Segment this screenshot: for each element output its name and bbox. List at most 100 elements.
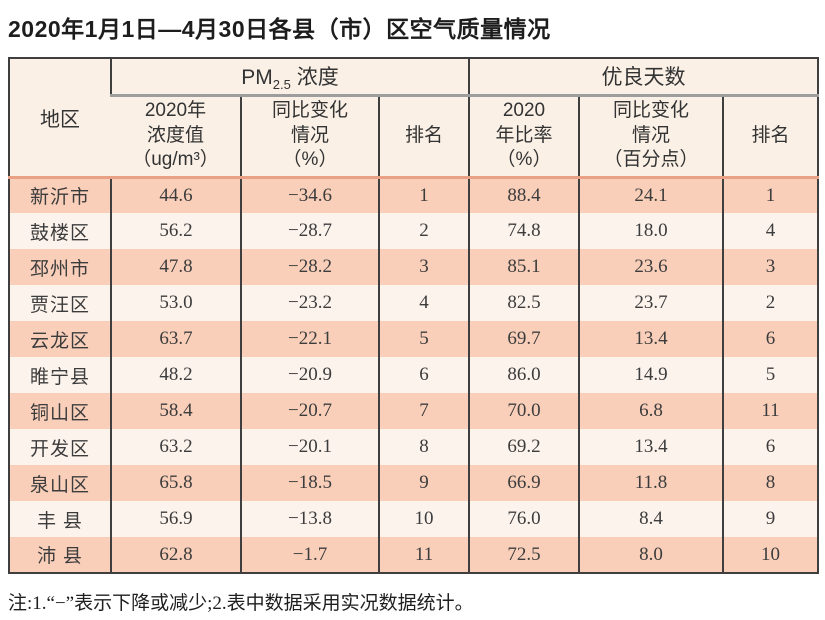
cell-good-rate: 69.7 [468, 321, 579, 357]
cell-good-change: 14.9 [578, 357, 723, 393]
cell-pm-rank: 6 [378, 357, 469, 393]
header-group-good-days: 优良天数 [467, 58, 819, 97]
cell-pm-rank: 9 [378, 465, 469, 501]
cell-good-rate: 88.4 [468, 177, 579, 213]
table-header: 地区 PM2.5 浓度 优良天数 2020年 浓度值 （ug/m³） 同比变化 … [9, 58, 819, 179]
table-row: 沛 县 62.8 −1.7 11 72.5 8.0 10 [9, 537, 819, 573]
cell-good-rank: 1 [721, 177, 819, 213]
header-row-groups: 地区 PM2.5 浓度 优良天数 [9, 58, 819, 179]
cell-pm-change: −22.1 [240, 321, 379, 357]
table-row: 丰 县 56.9 −13.8 10 76.0 8.4 9 [9, 501, 819, 537]
table-body: 新沂市 44.6 −34.6 1 88.4 24.1 1 鼓楼区 56.2 −2… [9, 177, 819, 573]
cell-good-rate: 69.2 [468, 429, 579, 465]
cell-pm-rank: 8 [378, 429, 469, 465]
cell-good-rank: 5 [721, 357, 819, 393]
cell-good-rate: 70.0 [468, 393, 579, 429]
cell-pm-rank: 1 [378, 177, 469, 213]
cell-good-change: 24.1 [578, 177, 723, 213]
cell-pm-value: 65.8 [110, 465, 241, 501]
cell-good-rank: 6 [721, 429, 819, 465]
cell-good-change: 8.4 [578, 501, 723, 537]
cell-pm-change: −13.8 [240, 501, 379, 537]
cell-good-rank: 10 [721, 537, 819, 573]
table-row: 睢宁县 48.2 −20.9 6 86.0 14.9 5 [9, 357, 819, 393]
table-row: 铜山区 58.4 −20.7 7 70.0 6.8 11 [9, 393, 819, 429]
cell-good-rank: 4 [721, 213, 819, 249]
cell-region: 云龙区 [29, 330, 90, 352]
table-row: 邳州市 47.8 −28.2 3 85.1 23.6 3 [9, 249, 819, 285]
cell-good-rate: 74.8 [468, 213, 579, 249]
header-good-rate: 2020 年比率 （%） [468, 95, 579, 179]
header-pm-change: 同比变化 情况 （%） [240, 95, 379, 179]
cell-pm-value: 63.7 [110, 321, 241, 357]
header-pm-value: 2020年 浓度值 （ug/m³） [111, 95, 241, 179]
cell-good-change: 11.8 [578, 465, 723, 501]
pm25-label-rest: 浓度 [290, 65, 339, 89]
cell-good-rate: 72.5 [468, 537, 579, 573]
cell-pm-change: −18.5 [240, 465, 379, 501]
cell-region: 沛 县 [37, 546, 83, 567]
cell-pm-rank: 2 [378, 213, 469, 249]
cell-pm-rank: 7 [378, 393, 469, 429]
cell-good-rate: 85.1 [468, 249, 579, 285]
cell-pm-rank: 11 [378, 537, 469, 573]
header-good-rank: 排名 [721, 95, 819, 179]
cell-pm-value: 53.0 [110, 285, 241, 321]
footnote: 注:1.“−”表示下降或减少;2.表中数据采用实况数据统计。 [8, 593, 474, 614]
cell-good-rank: 3 [721, 249, 819, 285]
header-good-change: 同比变化 情况 （百分点） [578, 95, 723, 179]
cell-good-rate: 82.5 [468, 285, 579, 321]
cell-pm-change: −20.1 [240, 429, 379, 465]
pm25-label-main: PM [241, 65, 273, 89]
cell-good-change: 8.0 [578, 537, 723, 573]
cell-pm-value: 47.8 [110, 249, 241, 285]
cell-region: 开发区 [29, 438, 90, 460]
cell-good-rank: 11 [721, 393, 819, 429]
header-region: 地区 [9, 58, 111, 179]
cell-pm-change: −34.6 [240, 177, 379, 213]
cell-pm-rank: 5 [378, 321, 469, 357]
table-row: 云龙区 63.7 −22.1 5 69.7 13.4 6 [9, 321, 819, 357]
cell-pm-value: 44.6 [110, 177, 241, 213]
cell-pm-change: −20.9 [240, 357, 379, 393]
cell-pm-rank: 10 [378, 501, 469, 537]
cell-pm-rank: 4 [378, 285, 469, 321]
cell-pm-rank: 3 [378, 249, 469, 285]
cell-good-change: 23.7 [578, 285, 723, 321]
cell-good-rate: 86.0 [468, 357, 579, 393]
cell-pm-value: 62.8 [110, 537, 241, 573]
cell-region: 睢宁县 [29, 366, 90, 388]
cell-good-rank: 2 [721, 285, 819, 321]
cell-good-change: 18.0 [578, 213, 723, 249]
cell-good-rate: 76.0 [468, 501, 579, 537]
air-quality-table: 地区 PM2.5 浓度 优良天数 2020年 浓度值 （ug/m³） 同比变化 … [8, 57, 820, 574]
table-row: 开发区 63.2 −20.1 8 69.2 13.4 6 [9, 429, 819, 465]
cell-pm-change: −20.7 [240, 393, 379, 429]
cell-region: 新沂市 [29, 187, 90, 209]
cell-region: 铜山区 [29, 402, 90, 424]
cell-region: 丰 县 [37, 510, 83, 532]
cell-region: 鼓楼区 [29, 222, 90, 244]
cell-good-change: 23.6 [578, 249, 723, 285]
cell-good-change: 13.4 [578, 429, 723, 465]
cell-good-rank: 8 [721, 465, 819, 501]
table-row: 鼓楼区 56.2 −28.7 2 74.8 18.0 4 [9, 213, 819, 249]
cell-pm-value: 63.2 [110, 429, 241, 465]
cell-pm-value: 56.2 [110, 213, 241, 249]
cell-good-rate: 66.9 [468, 465, 579, 501]
cell-region: 邳州市 [29, 258, 90, 280]
cell-pm-change: −28.7 [240, 213, 379, 249]
cell-pm-change: −28.2 [240, 249, 379, 285]
cell-pm-change: −1.7 [240, 537, 379, 573]
cell-good-rank: 9 [721, 501, 819, 537]
cell-pm-value: 58.4 [110, 393, 241, 429]
cell-good-change: 6.8 [578, 393, 723, 429]
table-row: 新沂市 44.6 −34.6 1 88.4 24.1 1 [9, 177, 819, 213]
cell-pm-value: 48.2 [110, 357, 241, 393]
cell-region: 贾汪区 [29, 294, 90, 316]
table-row: 泉山区 65.8 −18.5 9 66.9 11.8 8 [9, 465, 819, 501]
page-title: 2020年1月1日—4月30日各县（市）区空气质量情况 [8, 16, 551, 42]
header-group-pm25: PM2.5 浓度 [110, 58, 469, 97]
table-row: 贾汪区 53.0 −23.2 4 82.5 23.7 2 [9, 285, 819, 321]
